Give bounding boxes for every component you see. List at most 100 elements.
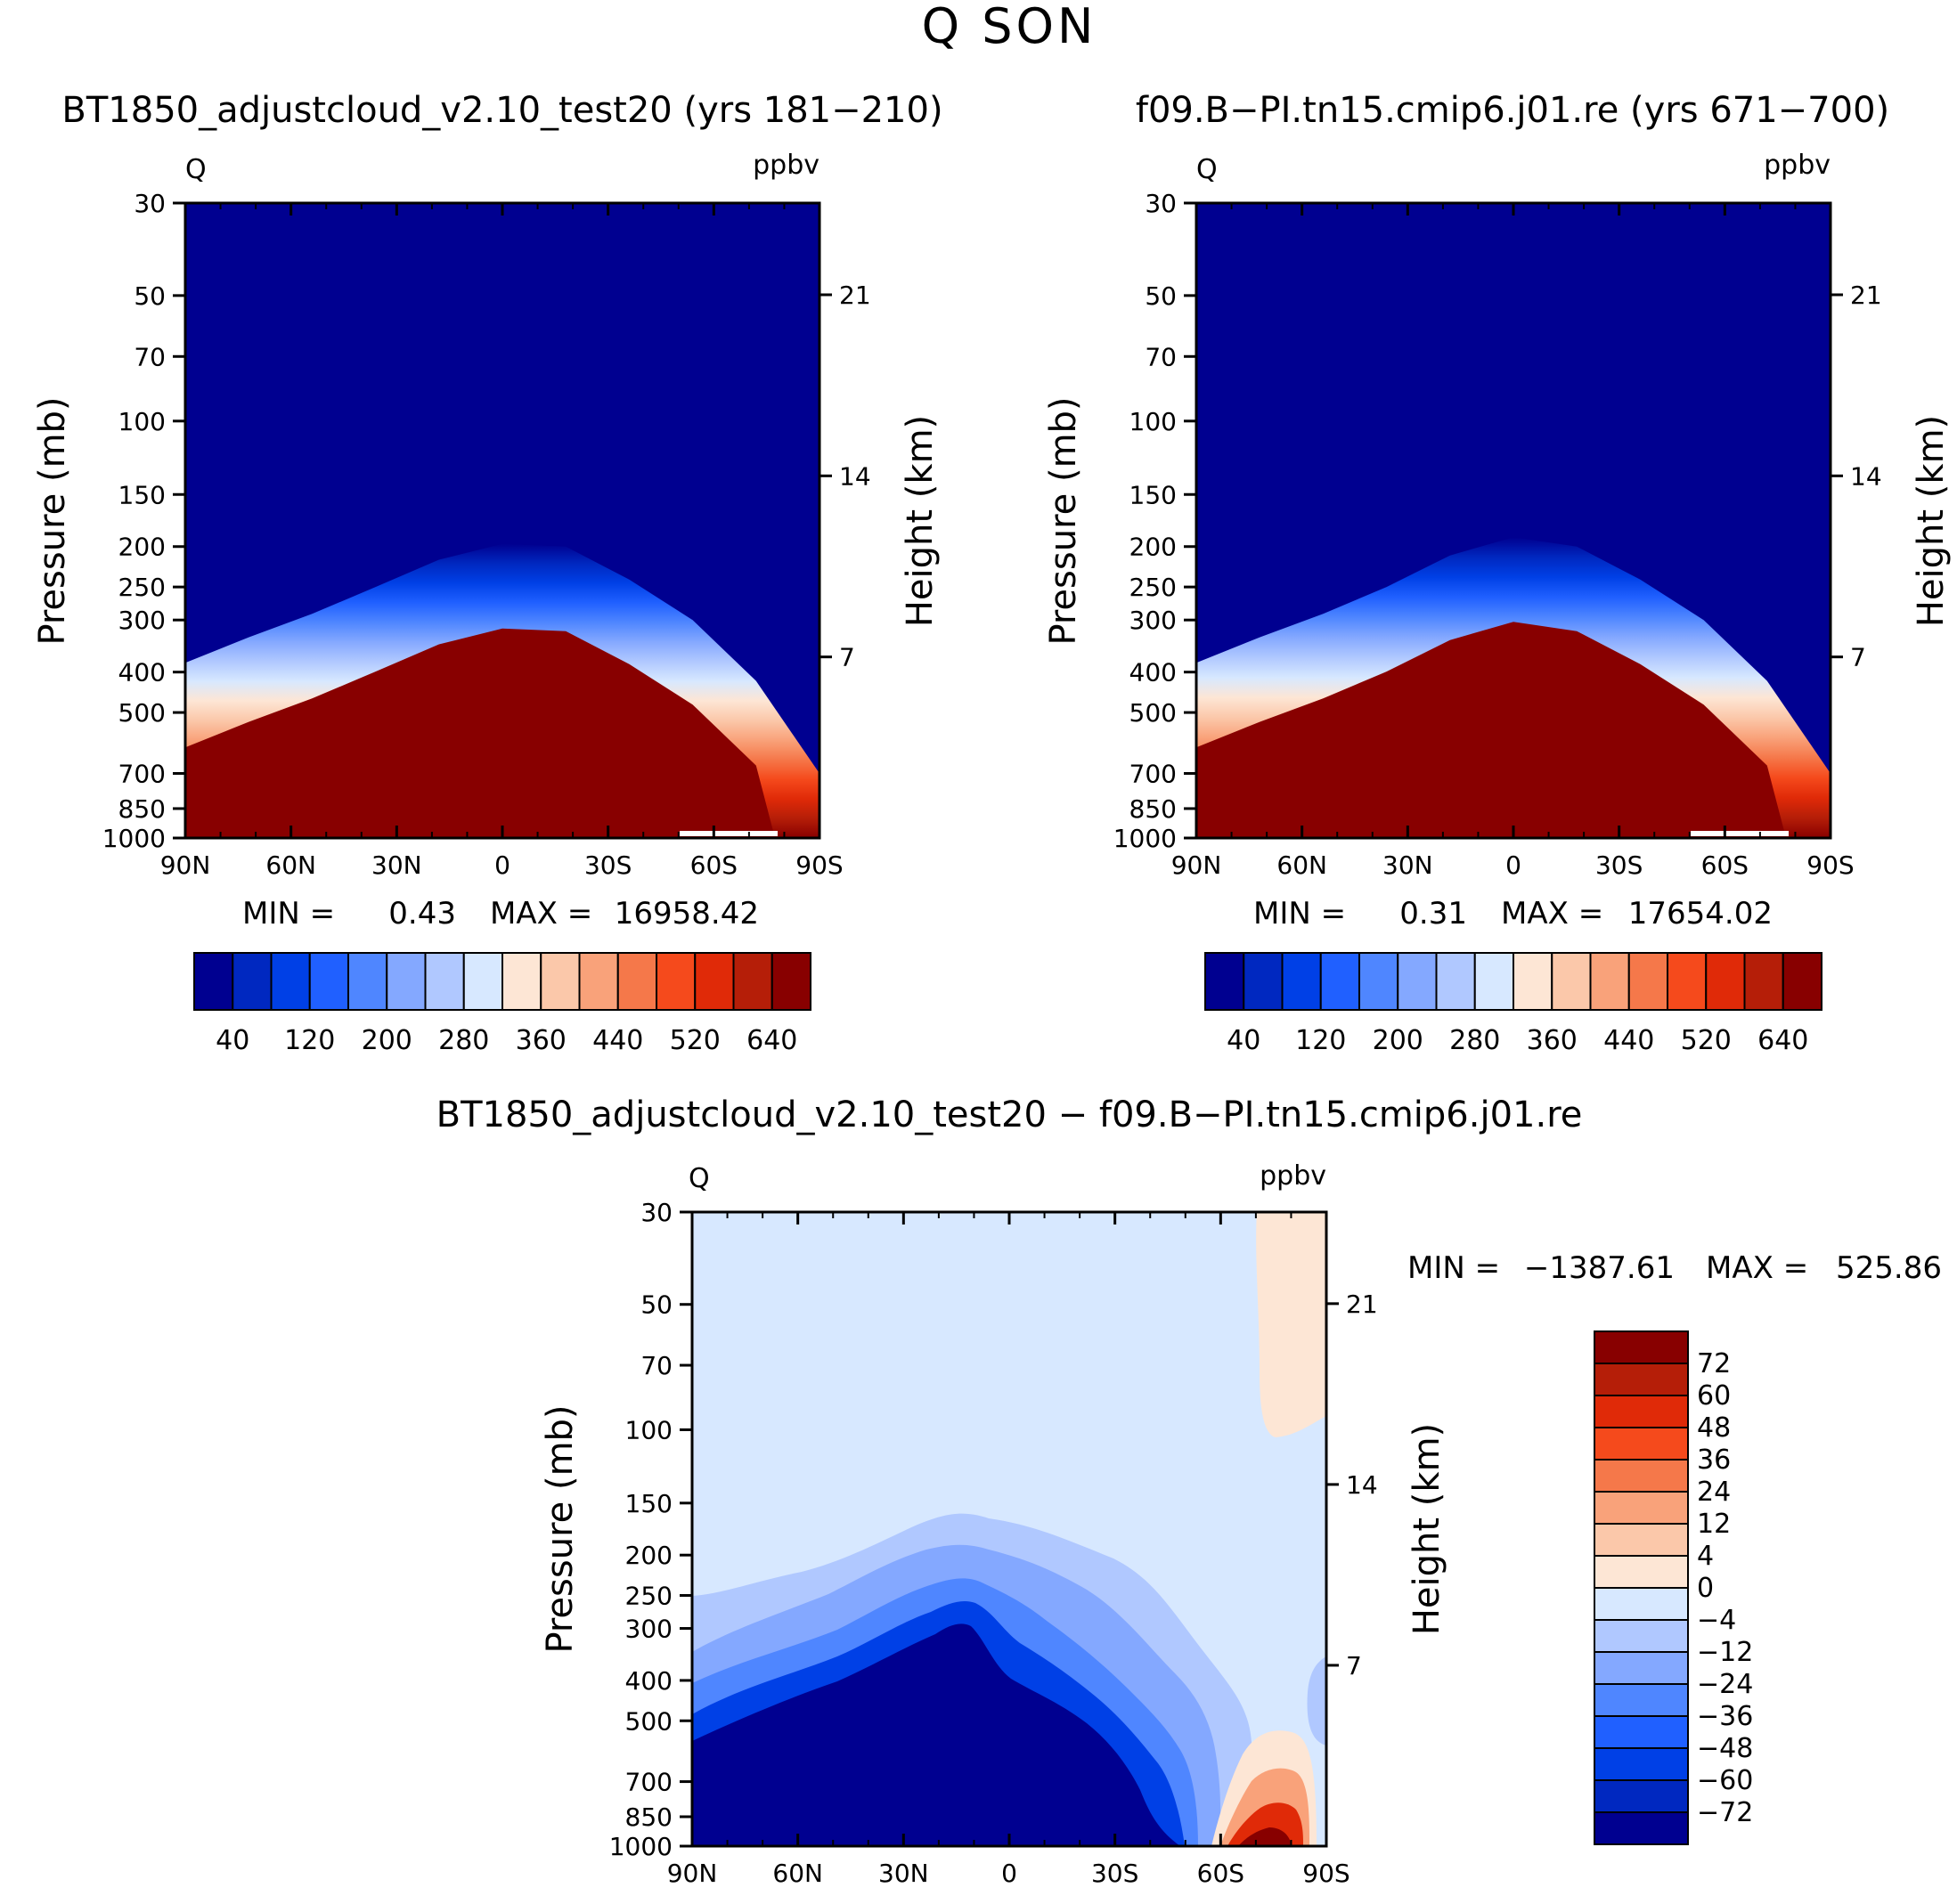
panel-2-units-label: ppbv bbox=[1764, 150, 1831, 181]
colorbar-label: 60 bbox=[1697, 1380, 1731, 1412]
colorbar-label: −24 bbox=[1697, 1669, 1753, 1700]
colorbar-swatch bbox=[732, 952, 773, 1011]
height-tick-label: 21 bbox=[1346, 1290, 1378, 1319]
y-tick-label: 250 bbox=[1129, 573, 1177, 602]
y-tick-label: 1000 bbox=[1113, 824, 1177, 853]
panel-1-high-humidity-core bbox=[185, 628, 784, 838]
colorbar-swatch bbox=[1594, 1683, 1689, 1717]
colorbar-swatch bbox=[462, 952, 503, 1011]
colorbar-swatch bbox=[656, 952, 697, 1011]
panel-2-colorbar: 40 120 200 280 360 440 520 640 bbox=[1204, 952, 1822, 1056]
panel-1-max-label: MAX = bbox=[490, 896, 592, 932]
panel-3: BT1850_adjustcloud_v2.10_test20 − f09.B−… bbox=[436, 1094, 1942, 1888]
y-tick-label: 100 bbox=[1129, 407, 1177, 436]
y-tick-label: 30 bbox=[134, 189, 166, 218]
colorbar-swatch bbox=[1594, 1330, 1689, 1364]
x-tick-label: 0 bbox=[1001, 1859, 1017, 1888]
height-tick-label: 7 bbox=[1850, 643, 1866, 672]
colorbar-swatch bbox=[1594, 1619, 1689, 1653]
y-tick-label: 850 bbox=[118, 794, 166, 824]
colorbar-label: 440 bbox=[1603, 1025, 1654, 1056]
colorbar-swatch bbox=[1473, 952, 1514, 1011]
panel-2-q-label: Q bbox=[1196, 154, 1218, 185]
panel-2-min-value: 0.31 bbox=[1399, 896, 1467, 932]
colorbar-label: 520 bbox=[670, 1025, 721, 1056]
colorbar-swatch bbox=[1594, 1395, 1689, 1428]
x-tick-label: 60N bbox=[265, 850, 316, 880]
x-tick-label: 90N bbox=[160, 850, 211, 880]
panel-3-q-label: Q bbox=[689, 1163, 710, 1194]
panel-3-min-value: −1387.61 bbox=[1524, 1250, 1675, 1286]
colorbar-swatch bbox=[1594, 1427, 1689, 1461]
colorbar-swatch bbox=[1594, 1747, 1689, 1781]
x-tick-label: 0 bbox=[1505, 850, 1521, 880]
colorbar-swatch bbox=[1627, 952, 1668, 1011]
colorbar-label: 200 bbox=[1373, 1025, 1423, 1056]
panel-1-q-label: Q bbox=[185, 154, 207, 185]
panel-2-title: f09.B−PI.tn15.cmip6.j01.re (yrs 671−700) bbox=[1136, 90, 1889, 131]
colorbar-swatch bbox=[308, 952, 349, 1011]
y-tick-label: 1000 bbox=[609, 1832, 673, 1861]
colorbar-label: 640 bbox=[1757, 1025, 1808, 1056]
colorbar-label: 360 bbox=[1527, 1025, 1578, 1056]
colorbar-label: 440 bbox=[592, 1025, 643, 1056]
colorbar-swatch bbox=[1594, 1715, 1689, 1749]
colorbar-swatch bbox=[232, 952, 273, 1011]
colorbar-swatch bbox=[1435, 952, 1476, 1011]
panel-3-title: BT1850_adjustcloud_v2.10_test20 − f09.B−… bbox=[436, 1094, 1583, 1135]
y-tick-label: 200 bbox=[1129, 533, 1177, 562]
colorbar-swatch bbox=[1589, 952, 1630, 1011]
height-tick-label: 14 bbox=[839, 461, 871, 491]
panel-1-axes: 305070100150200250300400500700850100090N… bbox=[102, 189, 871, 880]
panel-3-southern-negative-patch bbox=[1307, 1656, 1326, 1745]
height-tick-label: 14 bbox=[1346, 1470, 1378, 1500]
colorbar-label: 280 bbox=[1449, 1025, 1500, 1056]
colorbar-label: 120 bbox=[1295, 1025, 1346, 1056]
y-tick-label: 200 bbox=[625, 1541, 673, 1570]
colorbar-label: 72 bbox=[1697, 1348, 1731, 1379]
colorbar-swatch bbox=[1782, 952, 1822, 1011]
colorbar-label: −4 bbox=[1697, 1605, 1736, 1636]
x-tick-label: 90S bbox=[1302, 1859, 1350, 1888]
colorbar-label: 48 bbox=[1697, 1412, 1731, 1444]
panel-2-axes: 305070100150200250300400500700850100090N… bbox=[1113, 189, 1882, 880]
y-tick-label: 150 bbox=[118, 480, 166, 509]
panel-3-ylabel-right: Height (km) bbox=[1407, 1423, 1447, 1635]
colorbar-swatch bbox=[1319, 952, 1360, 1011]
y-tick-label: 50 bbox=[134, 281, 166, 311]
colorbar-label: 280 bbox=[438, 1025, 489, 1056]
colorbar-swatch bbox=[1513, 952, 1553, 1011]
colorbar-swatch bbox=[540, 952, 581, 1011]
panel-1-units-label: ppbv bbox=[753, 150, 819, 181]
colorbar-swatch bbox=[1594, 1363, 1689, 1396]
x-tick-label: 60S bbox=[1197, 1859, 1244, 1888]
y-tick-label: 250 bbox=[625, 1582, 673, 1611]
y-tick-label: 200 bbox=[118, 533, 166, 562]
panel-3-positive-surface-max bbox=[1238, 1827, 1292, 1846]
panel-1-title: BT1850_adjustcloud_v2.10_test20 (yrs 181… bbox=[61, 90, 942, 131]
colorbar-label: 640 bbox=[746, 1025, 797, 1056]
panel-3-max-value: 525.86 bbox=[1836, 1250, 1942, 1286]
x-tick-label: 60S bbox=[690, 850, 738, 880]
height-tick-label: 7 bbox=[1346, 1651, 1362, 1680]
colorbar-swatch bbox=[270, 952, 311, 1011]
x-tick-label: 60N bbox=[1276, 850, 1327, 880]
panel-2-max-value: 17654.02 bbox=[1628, 896, 1773, 932]
y-tick-label: 500 bbox=[625, 1706, 673, 1736]
x-tick-label: 90N bbox=[1171, 850, 1222, 880]
colorbar-swatch bbox=[424, 952, 465, 1011]
y-tick-label: 700 bbox=[1129, 759, 1177, 788]
y-tick-label: 70 bbox=[1145, 342, 1177, 371]
panel-3-positive-upper-region bbox=[1256, 1212, 1326, 1437]
panel-3-negative-core bbox=[692, 1623, 1180, 1846]
y-tick-label: 500 bbox=[118, 698, 166, 728]
colorbar-swatch bbox=[1705, 952, 1746, 1011]
colorbar-swatch bbox=[1204, 952, 1245, 1011]
colorbar-label: −48 bbox=[1697, 1733, 1753, 1764]
colorbar-swatch bbox=[1594, 1523, 1689, 1557]
y-tick-label: 70 bbox=[134, 342, 166, 371]
x-tick-label: 30N bbox=[371, 850, 422, 880]
colorbar-swatch bbox=[1667, 952, 1708, 1011]
